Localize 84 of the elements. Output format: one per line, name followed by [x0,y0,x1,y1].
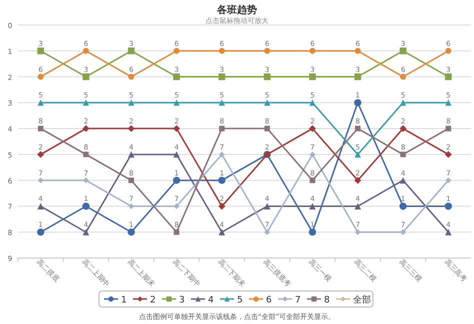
point [400,152,406,158]
legend-label: 7 [295,296,301,306]
point [82,73,90,80]
point [82,228,90,236]
point [446,126,452,132]
point [354,202,361,210]
point [37,48,44,54]
point [444,202,452,210]
legend-label: 3 [179,296,185,306]
point [128,74,134,80]
point [444,150,452,158]
point [173,73,180,80]
text: 全部 [353,296,371,306]
point [128,48,135,54]
point [37,202,44,210]
point [218,228,226,236]
point [354,151,361,158]
point [445,228,452,236]
point [309,48,316,54]
point [83,152,89,158]
point [354,176,362,184]
point [218,152,225,158]
point [82,100,90,106]
point [400,177,406,184]
point [218,73,226,80]
point [174,229,180,235]
point [128,100,134,106]
point [444,73,452,80]
point [354,48,361,54]
point [128,228,135,236]
legend-label: 5 [237,296,243,306]
point [309,73,316,80]
point [219,126,225,132]
point [354,99,362,106]
point [445,177,452,184]
point [400,74,406,80]
point [400,229,406,235]
point [308,228,316,236]
legend-label: 1 [121,296,127,306]
point [218,48,225,54]
point [310,178,316,184]
point [445,48,452,54]
point [400,125,407,132]
point [309,100,316,106]
point [172,176,180,184]
point [218,100,225,106]
point [218,202,226,210]
point [264,100,270,106]
point [310,152,316,158]
point [173,100,180,106]
point [445,100,452,106]
legend-label: 2 [150,296,156,306]
legend-label: 4 [208,296,214,306]
point [264,73,271,80]
point [38,74,44,80]
point [128,151,134,158]
point [173,151,180,158]
point [173,125,180,132]
point [309,202,316,210]
point [400,100,406,106]
point [354,126,361,132]
legend-label: 6 [266,296,272,306]
point [174,48,180,54]
point [354,73,362,80]
point [128,125,135,132]
point [399,202,407,210]
point [82,125,90,132]
point [38,100,44,106]
chart-title: 各班趋势 [216,4,257,16]
point [400,48,406,54]
point [37,150,44,158]
point [37,228,44,236]
point [128,178,134,184]
point [264,126,270,132]
point [264,202,270,210]
point [38,126,44,132]
point [218,176,226,184]
point [308,125,316,132]
point [264,229,270,235]
legend-label: 8 [324,296,330,306]
point [264,48,270,54]
point [82,202,90,210]
point [83,177,89,184]
point [82,48,89,54]
